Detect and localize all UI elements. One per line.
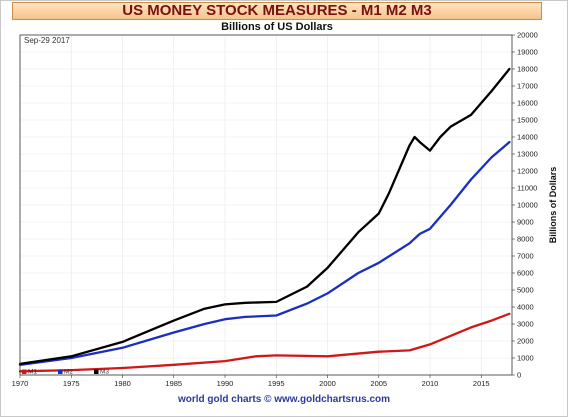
series-group	[18, 67, 511, 373]
grid	[19, 34, 512, 376]
series-line-m2	[18, 140, 511, 366]
y-tick-label: 15000	[517, 116, 538, 125]
x-tick-label: 2000	[319, 379, 336, 388]
y-tick-label: 19000	[517, 48, 538, 57]
chart-title: US MONEY STOCK MEASURES - M1 M2 M3	[12, 2, 542, 20]
legend-label-m3: M3	[100, 369, 109, 376]
chart-footer: world gold charts © www.goldchartsrus.co…	[177, 394, 391, 405]
legend-label-m2: M2	[64, 369, 73, 376]
y-axis-title: Billions of Dollars	[548, 167, 558, 244]
x-tick-label: 1980	[114, 379, 131, 388]
y-tick-label: 18000	[517, 65, 538, 74]
y-tick-label: 10000	[517, 201, 538, 210]
y-tick-label: 3000	[517, 320, 534, 329]
legend-label-m1: M1	[28, 369, 37, 376]
x-tick-label: 1990	[217, 379, 234, 388]
y-tick-label: 2000	[517, 337, 534, 346]
y-tick-label: 8000	[517, 235, 534, 244]
y-tick-label: 1000	[517, 354, 534, 363]
x-tick-label: 1985	[165, 379, 182, 388]
series-line-m3	[18, 67, 511, 366]
legend-swatch-m2	[58, 369, 63, 374]
legend: M1 M2 M3	[22, 369, 109, 376]
x-tick-label: 2015	[473, 379, 490, 388]
y-tick-label: 11000	[517, 184, 537, 193]
y-tick-label: 17000	[517, 82, 538, 91]
y-tick-label: 16000	[517, 99, 538, 108]
y-tick-label: 5000	[517, 286, 534, 295]
y-tick-label: 12000	[517, 167, 538, 176]
x-axis: 1970 1975 1980 1985 1990 1995 2000 2005 2010 2015	[12, 375, 490, 388]
x-tick-label: 1970	[12, 379, 29, 388]
y-tick-label: 4000	[517, 303, 534, 312]
x-tick-label: 1995	[268, 379, 285, 388]
legend-swatch-m3	[94, 369, 99, 374]
y-tick-label: 0	[517, 371, 521, 380]
y-tick-label: 6000	[517, 269, 534, 278]
legend-swatch-m1	[22, 369, 27, 374]
chart-subtitle: Billions of US Dollars	[221, 21, 333, 33]
x-tick-label: 1975	[63, 379, 80, 388]
y-tick-label: 14000	[517, 133, 538, 142]
y-tick-label: 20000	[517, 31, 538, 40]
series-line-m1	[18, 312, 511, 373]
y-axis: 0 1000 2000 3000 4000 5000 6000 7000 8000 9000 100…	[512, 31, 538, 380]
y-tick-label: 7000	[517, 252, 534, 261]
y-tick-label: 13000	[517, 150, 538, 159]
date-label: Sep-29 2017	[24, 36, 70, 45]
x-tick-label: 2010	[422, 379, 439, 388]
y-tick-label: 9000	[517, 218, 534, 227]
x-tick-label: 2005	[370, 379, 387, 388]
